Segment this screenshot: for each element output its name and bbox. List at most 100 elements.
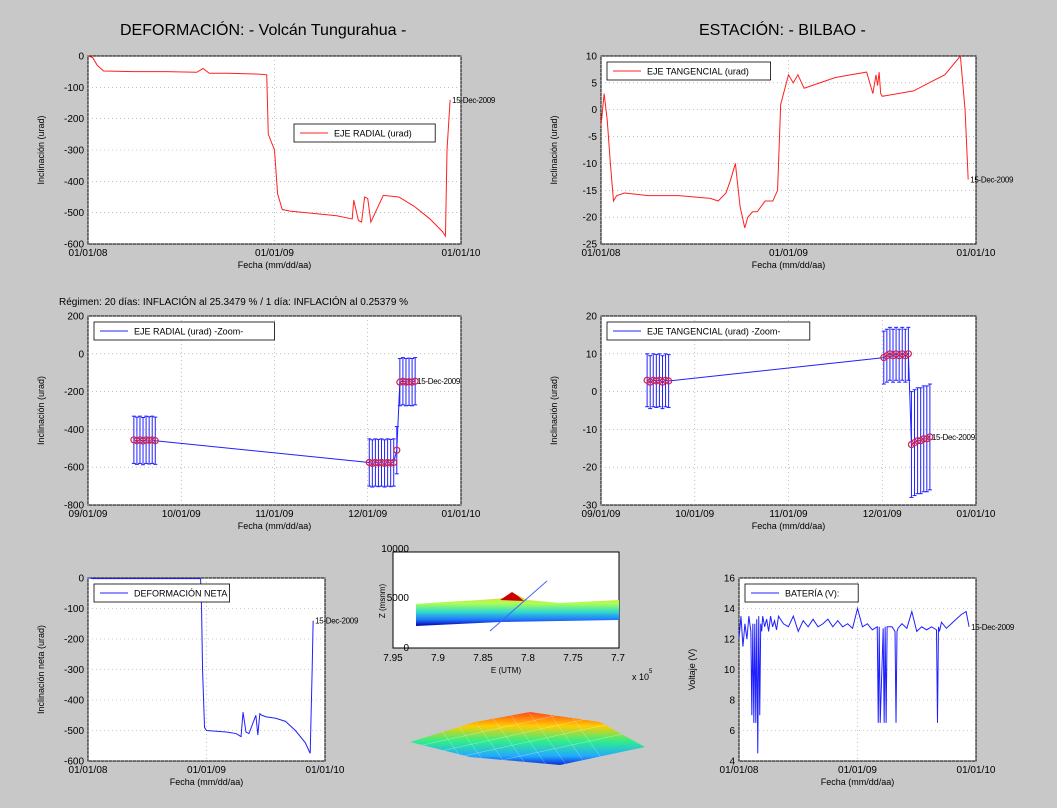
net-ytick-0: 0 (78, 574, 84, 585)
model-xtick-1: 7.9 (431, 653, 445, 664)
battery-ytick-3: 10 (724, 665, 736, 676)
radial-zoom-legend-label: EJE RADIAL (urad) -Zoom- (134, 327, 243, 337)
tangential-zoom-ytick-1: 10 (586, 349, 598, 360)
radial-zoom-ytick-0: 200 (67, 312, 84, 323)
radial-ytick-3: -300 (64, 146, 84, 157)
radial-ytick-6: -600 (64, 240, 84, 251)
radial-series-line (87, 55, 451, 238)
tangential-ytick-1: 5 (591, 78, 597, 89)
model-xtick-0: 7.95 (383, 653, 403, 664)
tangential-zoom-legend: EJE TANGENCIAL (urad) -Zoom- (606, 321, 811, 341)
model-xtick-3: 7.8 (521, 653, 535, 664)
battery-legend-box (744, 583, 859, 603)
model-profile-line (489, 580, 548, 632)
tangential-zoom-legend-box (606, 321, 811, 341)
radial-zoom-point (148, 436, 156, 444)
right-figure-title: ESTACIÓN: - BILBAO - (699, 22, 866, 39)
tangential-legend: EJE TANGENCIAL (urad) (606, 61, 772, 81)
tangential-zoom-ylabel: Inclinación (urad) (549, 376, 559, 445)
model-cross-section: 10000 5000 0 7.95 7.9 7.85 7.8 7.75 7.7 … (378, 544, 653, 682)
radial-xtick-0: 01/01/08 (69, 248, 108, 259)
net-end-annotation: 15-Dec-2009 (315, 617, 359, 626)
net-ytick-2: -200 (64, 635, 84, 646)
radial-zoom-point (151, 437, 159, 445)
battery-ytick-5: 6 (729, 726, 735, 737)
radial-zoom-xtick-3: 12/01/09 (348, 509, 387, 520)
net-ytick-3: -300 (64, 665, 84, 676)
model-x-exponent: x 10 (632, 672, 649, 682)
model-mesh-fill (410, 712, 645, 765)
model-ytick-2: 0 (403, 643, 409, 654)
tangential-zoom-xtick-0: 09/01/09 (582, 509, 621, 520)
model-xlabel: E (UTM) (491, 666, 522, 675)
tangential-zoom-point (926, 433, 934, 441)
tangential-xtick-0: 01/01/08 (582, 248, 621, 259)
radial-zoom-xtick-4: 01/01/10 (442, 509, 481, 520)
net-xtick-2: 01/01/10 (306, 765, 345, 776)
radial-ytick-0: 0 (78, 52, 84, 63)
radial-zoom-ytick-4: -600 (64, 463, 84, 474)
radial-legend-box (293, 123, 436, 143)
tangential-ytick-7: -25 (583, 240, 598, 251)
battery-ytick-6: 4 (729, 757, 735, 768)
net-ytick-6: -600 (64, 757, 84, 768)
regime-note: Régimen: 20 días: INFLACIÓN al 25.3479 %… (59, 297, 409, 308)
battery-series-line (738, 606, 970, 754)
battery-legend-label: BATERÍA (V): (785, 589, 839, 599)
tangential-end-annotation: 15-Dec-2009 (970, 176, 1014, 185)
tangential-ytick-3: -5 (588, 132, 597, 143)
model-x-exponent-power: 5 (649, 669, 653, 675)
radial-end-annotation: 15-Dec-2009 (452, 96, 496, 105)
radial-legend: EJE RADIAL (urad) (293, 123, 436, 143)
net-ytick-5: -500 (64, 726, 84, 737)
tangential-zoom-xtick-2: 11/01/09 (769, 509, 808, 520)
radial-zoom-xtick-0: 09/01/09 (69, 509, 108, 520)
radial-zoom-end-annotation: 15-Dec-2009 (417, 377, 461, 386)
model-xtick-4: 7.75 (563, 653, 583, 664)
model-ytick-0: 10000 (381, 544, 409, 555)
model-xtick-2: 7.85 (473, 653, 493, 664)
radial-zoom-legend: EJE RADIAL (urad) -Zoom- (93, 321, 275, 341)
radial-ytick-5: -500 (64, 208, 84, 219)
tangential-series-line (600, 54, 969, 229)
battery-ylabel: Voltaje (V) (687, 649, 697, 691)
tangential-zoom-plot-area (600, 315, 977, 506)
radial-zoom-point (408, 378, 416, 386)
battery-xtick-2: 01/01/10 (957, 765, 996, 776)
tangential-ytick-6: -20 (583, 213, 598, 224)
battery-ytick-2: 12 (724, 635, 736, 646)
net-ylabel: Inclinación neta (urad) (36, 625, 46, 714)
radial-ytick-2: -200 (64, 114, 84, 125)
radial-xtick-1: 01/01/09 (255, 248, 294, 259)
model-ytick-1: 5000 (387, 593, 410, 604)
battery-ytick-1: 14 (724, 604, 736, 615)
tangential-zoom-ytick-2: 0 (591, 387, 597, 398)
left-figure-title: DEFORMACIÓN: - Volcán Tungurahua - (120, 22, 407, 39)
model-3d-surface (410, 712, 645, 765)
tangential-xtick-1: 01/01/09 (769, 248, 808, 259)
tangential-ytick-5: -15 (583, 186, 598, 197)
battery-xtick-0: 01/01/08 (720, 765, 759, 776)
tangential-zoom-point (920, 435, 928, 443)
tangential-legend-box (606, 61, 772, 81)
battery-ytick-0: 16 (724, 574, 736, 585)
battery-chart: 16 14 12 10 8 6 401/01/08 01/01/09 01/01/10 Fecha… (687, 574, 1015, 788)
tangential-zoom-xlabel: Fecha (mm/dd/aa) (752, 521, 826, 531)
radial-zoom-legend-box (93, 321, 275, 341)
tangential-zoom-ytick-4: -20 (583, 463, 598, 474)
radial-zoom-ytick-1: 0 (78, 349, 84, 360)
tangential-zoom-xtick-1: 10/01/09 (675, 509, 714, 520)
tangential-ytick-2: 0 (591, 105, 597, 116)
tangential-zoom-ytick-5: -30 (583, 501, 598, 512)
tangential-zoom-point (661, 376, 670, 384)
radial-zoom-point (387, 459, 395, 467)
tangential-zoom-point (665, 377, 673, 385)
tangential-ytick-0: 10 (586, 52, 598, 63)
tangential-zoom-xtick-3: 12/01/09 (863, 509, 902, 520)
radial-zoom-point (390, 458, 398, 467)
tangential-zoom-point (904, 350, 912, 358)
radial-ytick-1: -100 (64, 83, 84, 94)
